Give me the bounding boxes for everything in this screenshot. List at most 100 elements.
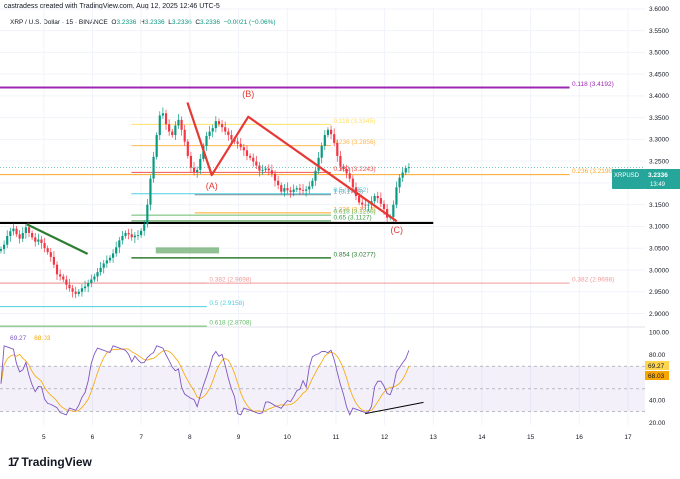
rsi-legend[interactable]: 69.27 68.03 <box>10 335 50 342</box>
candle-body <box>320 145 323 158</box>
candle-body <box>342 166 345 170</box>
candle-body <box>183 129 186 142</box>
candle-body <box>317 157 320 171</box>
time-tick-label: 11 <box>333 434 340 441</box>
candle-body <box>164 113 168 125</box>
rsi-band <box>0 366 645 412</box>
candle-body <box>220 124 224 128</box>
candle-body <box>314 170 317 181</box>
candle-body <box>43 242 46 249</box>
fib-level-label: 0.382 (2.9698) <box>572 277 614 284</box>
candle-body <box>205 135 208 146</box>
candle-body <box>71 288 74 292</box>
candle-body <box>83 286 87 289</box>
wave-line[interactable] <box>26 223 89 255</box>
candle-body <box>152 156 155 179</box>
wave-lines: (A) (B) (C) <box>26 89 403 255</box>
candle-body <box>348 173 351 179</box>
candle-body <box>401 172 404 178</box>
low-label: L <box>168 19 172 26</box>
price-tick-label: 3.3500 <box>649 115 669 122</box>
candle-body <box>124 232 127 237</box>
rsi-line <box>0 345 410 416</box>
time-tick-label: 8 <box>188 434 192 441</box>
fib-level-label: 0.618 (2.8708) <box>209 320 251 327</box>
candle-body <box>34 237 37 242</box>
candle-body <box>121 236 124 241</box>
candle-body <box>15 228 18 235</box>
candle-body <box>2 244 6 250</box>
candle-body <box>333 134 336 143</box>
fib-level-label: 0.618 (3.1260) <box>333 209 375 216</box>
candle-body <box>245 150 249 156</box>
candle-body <box>90 279 93 284</box>
candle-body <box>99 267 102 273</box>
time-tick-label: 6 <box>91 434 95 441</box>
candle-body <box>52 256 56 265</box>
candle-body <box>301 189 305 191</box>
candle-body <box>105 260 108 264</box>
close-value: 3.2336 <box>200 19 220 26</box>
candle-body <box>283 188 286 192</box>
candle-body <box>292 189 295 193</box>
price-tick-label: 3.0000 <box>649 267 669 274</box>
candle-body <box>326 129 330 136</box>
rsi-ma-line <box>0 348 410 413</box>
candle-body <box>242 147 245 151</box>
tradingview-logo-icon: 17 <box>8 455 19 469</box>
fib-level-label: 0.236 (3.2190) <box>572 168 614 175</box>
candle-body <box>149 178 152 205</box>
candle-body <box>311 180 314 187</box>
price-tick-label: 2.9500 <box>649 289 669 296</box>
candle-body <box>345 169 348 174</box>
candle-body <box>96 272 99 277</box>
time-tick-label: 10 <box>284 434 292 441</box>
candle-body <box>136 235 140 236</box>
candle-body <box>0 249 3 251</box>
rsi-badge-ma: 68.03 <box>648 373 665 380</box>
wave-label: (A) <box>206 181 218 191</box>
fib-level-label: 0.118 (3.4192) <box>572 81 614 88</box>
time-tick-label: 15 <box>527 434 535 441</box>
candle-body <box>336 142 339 156</box>
wave-line[interactable] <box>186 102 398 223</box>
price-tick-label: 3.1000 <box>649 224 669 231</box>
candle-body <box>146 204 149 225</box>
price-tick-label: 3.2500 <box>649 158 669 165</box>
candle-body <box>305 189 308 191</box>
time-tick-label: 17 <box>624 434 632 441</box>
candle-body <box>168 124 171 132</box>
rsi-legend-value: 69.27 <box>10 335 27 342</box>
time-tick-label: 7 <box>139 434 143 441</box>
high-value: 3.2336 <box>144 19 165 26</box>
fib-level-label: 0.854 (3.0277) <box>333 251 375 258</box>
price-tick-label: 3.0500 <box>649 246 669 253</box>
rsi-trendline[interactable] <box>364 401 424 415</box>
candle-body <box>55 264 59 275</box>
candle-body <box>367 204 370 206</box>
fib-levels: 0.118 (3.4192) 0.118 (3.3345) 0.236 (3.285… <box>0 81 614 327</box>
candle-body <box>264 168 267 170</box>
candle-body <box>80 288 84 292</box>
tradingview-brand[interactable]: 17 TradingView <box>8 455 92 469</box>
rsi-pane <box>0 345 645 416</box>
price-tick-label: 3.4000 <box>649 93 669 100</box>
fib-level-label: 0.5 (3.1752) <box>333 187 368 194</box>
candle-body <box>196 169 199 173</box>
time-tick-label: 16 <box>576 434 584 441</box>
candle-body <box>77 291 80 294</box>
symbol-legend: XRP / U.S. Dollar · 15 · BINANCE O3.2336… <box>10 19 276 26</box>
candle-body <box>115 247 118 254</box>
candle-body <box>143 224 146 231</box>
fib-level-label: 0.118 (3.3345) <box>333 118 375 125</box>
low-value: 3.2336 <box>171 19 192 26</box>
high-label: H <box>139 19 145 26</box>
price-tick-label: 3.6000 <box>649 6 669 13</box>
candle-body <box>24 227 27 233</box>
candle-body <box>180 119 183 130</box>
symbol-title[interactable]: XRP / U.S. Dollar · 15 · BINANCE <box>10 19 108 26</box>
time-axis[interactable]: 5 6 7 8 9 10 11 12 13 14 15 16 17 <box>42 434 632 441</box>
candle-body <box>49 252 52 257</box>
candle-body <box>214 121 217 129</box>
